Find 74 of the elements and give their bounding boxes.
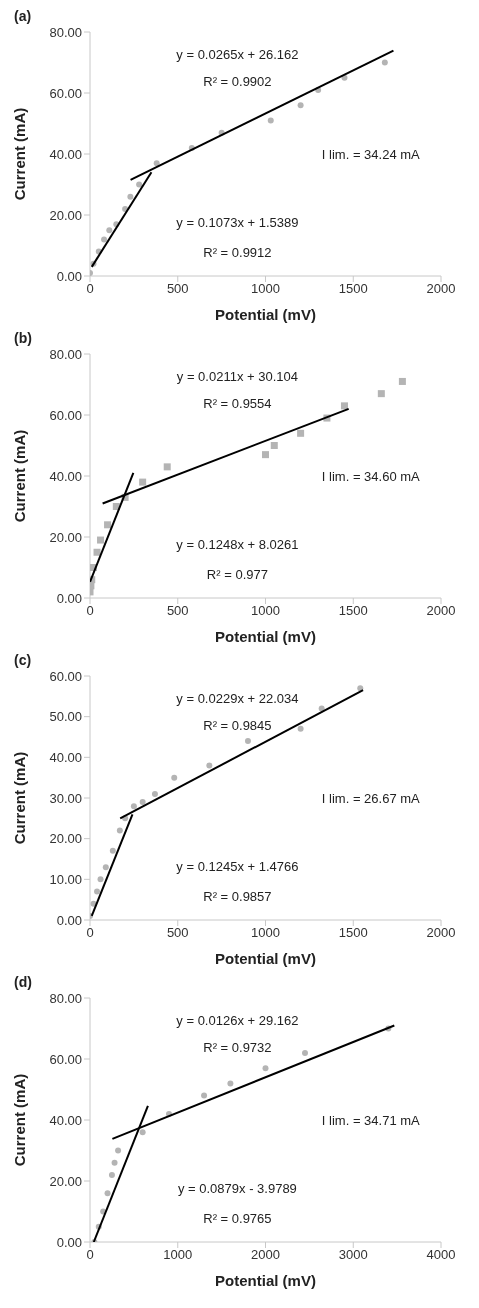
y-tick-label: 20.00 [49,529,82,545]
x-tick-label: 4000 [426,1247,456,1263]
x-tick-label: 1500 [338,603,368,619]
annotation: y = 0.0879x - 3.9789 [177,1180,297,1196]
y-tick-label: 0.00 [56,1234,82,1250]
annotation: R² = 0.977 [206,566,268,582]
annotation: y = 0.0126x + 29.162 [176,1012,299,1028]
x-axis-title: Potential (mV) [215,628,316,645]
y-tick-label: 40.00 [49,146,82,162]
x-tick-label: 1000 [251,603,280,619]
chart-title: (b) [14,330,32,346]
y-tick-label: 50.00 [49,709,82,725]
annotation: y = 0.0229x + 22.034 [176,690,299,706]
y-tick-label: 60.00 [49,1051,82,1067]
chart-title: (d) [14,974,32,990]
y-tick-label: 80.00 [49,346,82,362]
annotation: R² = 0.9845 [203,717,272,733]
annotation: R² = 0.9912 [203,244,272,260]
x-tick-label: 1000 [251,281,280,297]
y-tick-label: 80.00 [49,24,82,40]
annotation: y = 0.1248x + 8.0261 [176,536,299,552]
annotation: R² = 0.9732 [203,1039,272,1055]
annotation: R² = 0.9902 [203,73,272,89]
annotation: y = 0.1073x + 1.5389 [176,214,299,230]
y-tick-label: 20.00 [49,831,82,847]
annotation: I lim. = 34.60 mA [321,468,420,484]
x-tick-label: 500 [166,281,189,297]
x-tick-label: 0 [86,603,94,619]
y-tick-label: 20.00 [49,207,82,223]
x-tick-label: 0 [86,925,94,941]
y-tick-label: 40.00 [49,468,82,484]
x-tick-label: 500 [166,603,189,619]
x-tick-label: 2000 [251,1247,280,1263]
x-tick-label: 2000 [426,603,456,619]
y-tick-label: 0.00 [56,268,82,284]
x-tick-label: 0 [86,1247,94,1263]
annotation: R² = 0.9765 [203,1210,272,1226]
annotation: R² = 0.9857 [203,888,272,904]
y-tick-label: 0.00 [56,590,82,606]
y-axis-title: Current (mA) [11,751,29,845]
annotation: y = 0.0265x + 26.162 [176,46,299,62]
y-tick-label: 30.00 [49,790,82,806]
y-tick-label: 0.00 [56,912,82,928]
y-tick-label: 10.00 [49,871,82,887]
x-tick-label: 1500 [338,925,368,941]
x-axis-title: Potential (mV) [215,1272,316,1289]
x-tick-label: 1500 [338,281,368,297]
y-tick-label: 60.00 [49,407,82,423]
x-tick-label: 2000 [426,281,456,297]
annotation: I lim. = 34.24 mA [321,146,420,162]
annotation: I lim. = 34.71 mA [321,1112,420,1128]
y-tick-label: 80.00 [49,990,82,1006]
x-tick-label: 1000 [163,1247,193,1263]
x-axis-title: Potential (mV) [215,950,316,967]
chart-title: (c) [14,652,32,668]
annotation: I lim. = 26.67 mA [321,790,420,806]
annotation: y = 0.0211x + 30.104 [176,368,299,384]
x-tick-label: 1000 [251,925,280,941]
annotation: y = 0.1245x + 1.4766 [176,858,299,874]
y-tick-label: 60.00 [49,668,82,684]
y-axis-title: Current (mA) [11,1073,29,1167]
y-tick-label: 40.00 [49,749,82,765]
y-axis-title: Current (mA) [11,107,29,201]
x-axis-title: Potential (mV) [215,306,316,323]
y-tick-label: 40.00 [49,1112,82,1128]
x-tick-label: 2000 [426,925,456,941]
y-tick-label: 20.00 [49,1173,82,1189]
annotation: R² = 0.9554 [203,395,272,411]
chart-title: (a) [14,8,32,24]
x-tick-label: 3000 [338,1247,368,1263]
y-tick-label: 60.00 [49,85,82,101]
x-tick-label: 500 [166,925,189,941]
x-tick-label: 0 [86,281,94,297]
y-axis-title: Current (mA) [11,429,29,523]
